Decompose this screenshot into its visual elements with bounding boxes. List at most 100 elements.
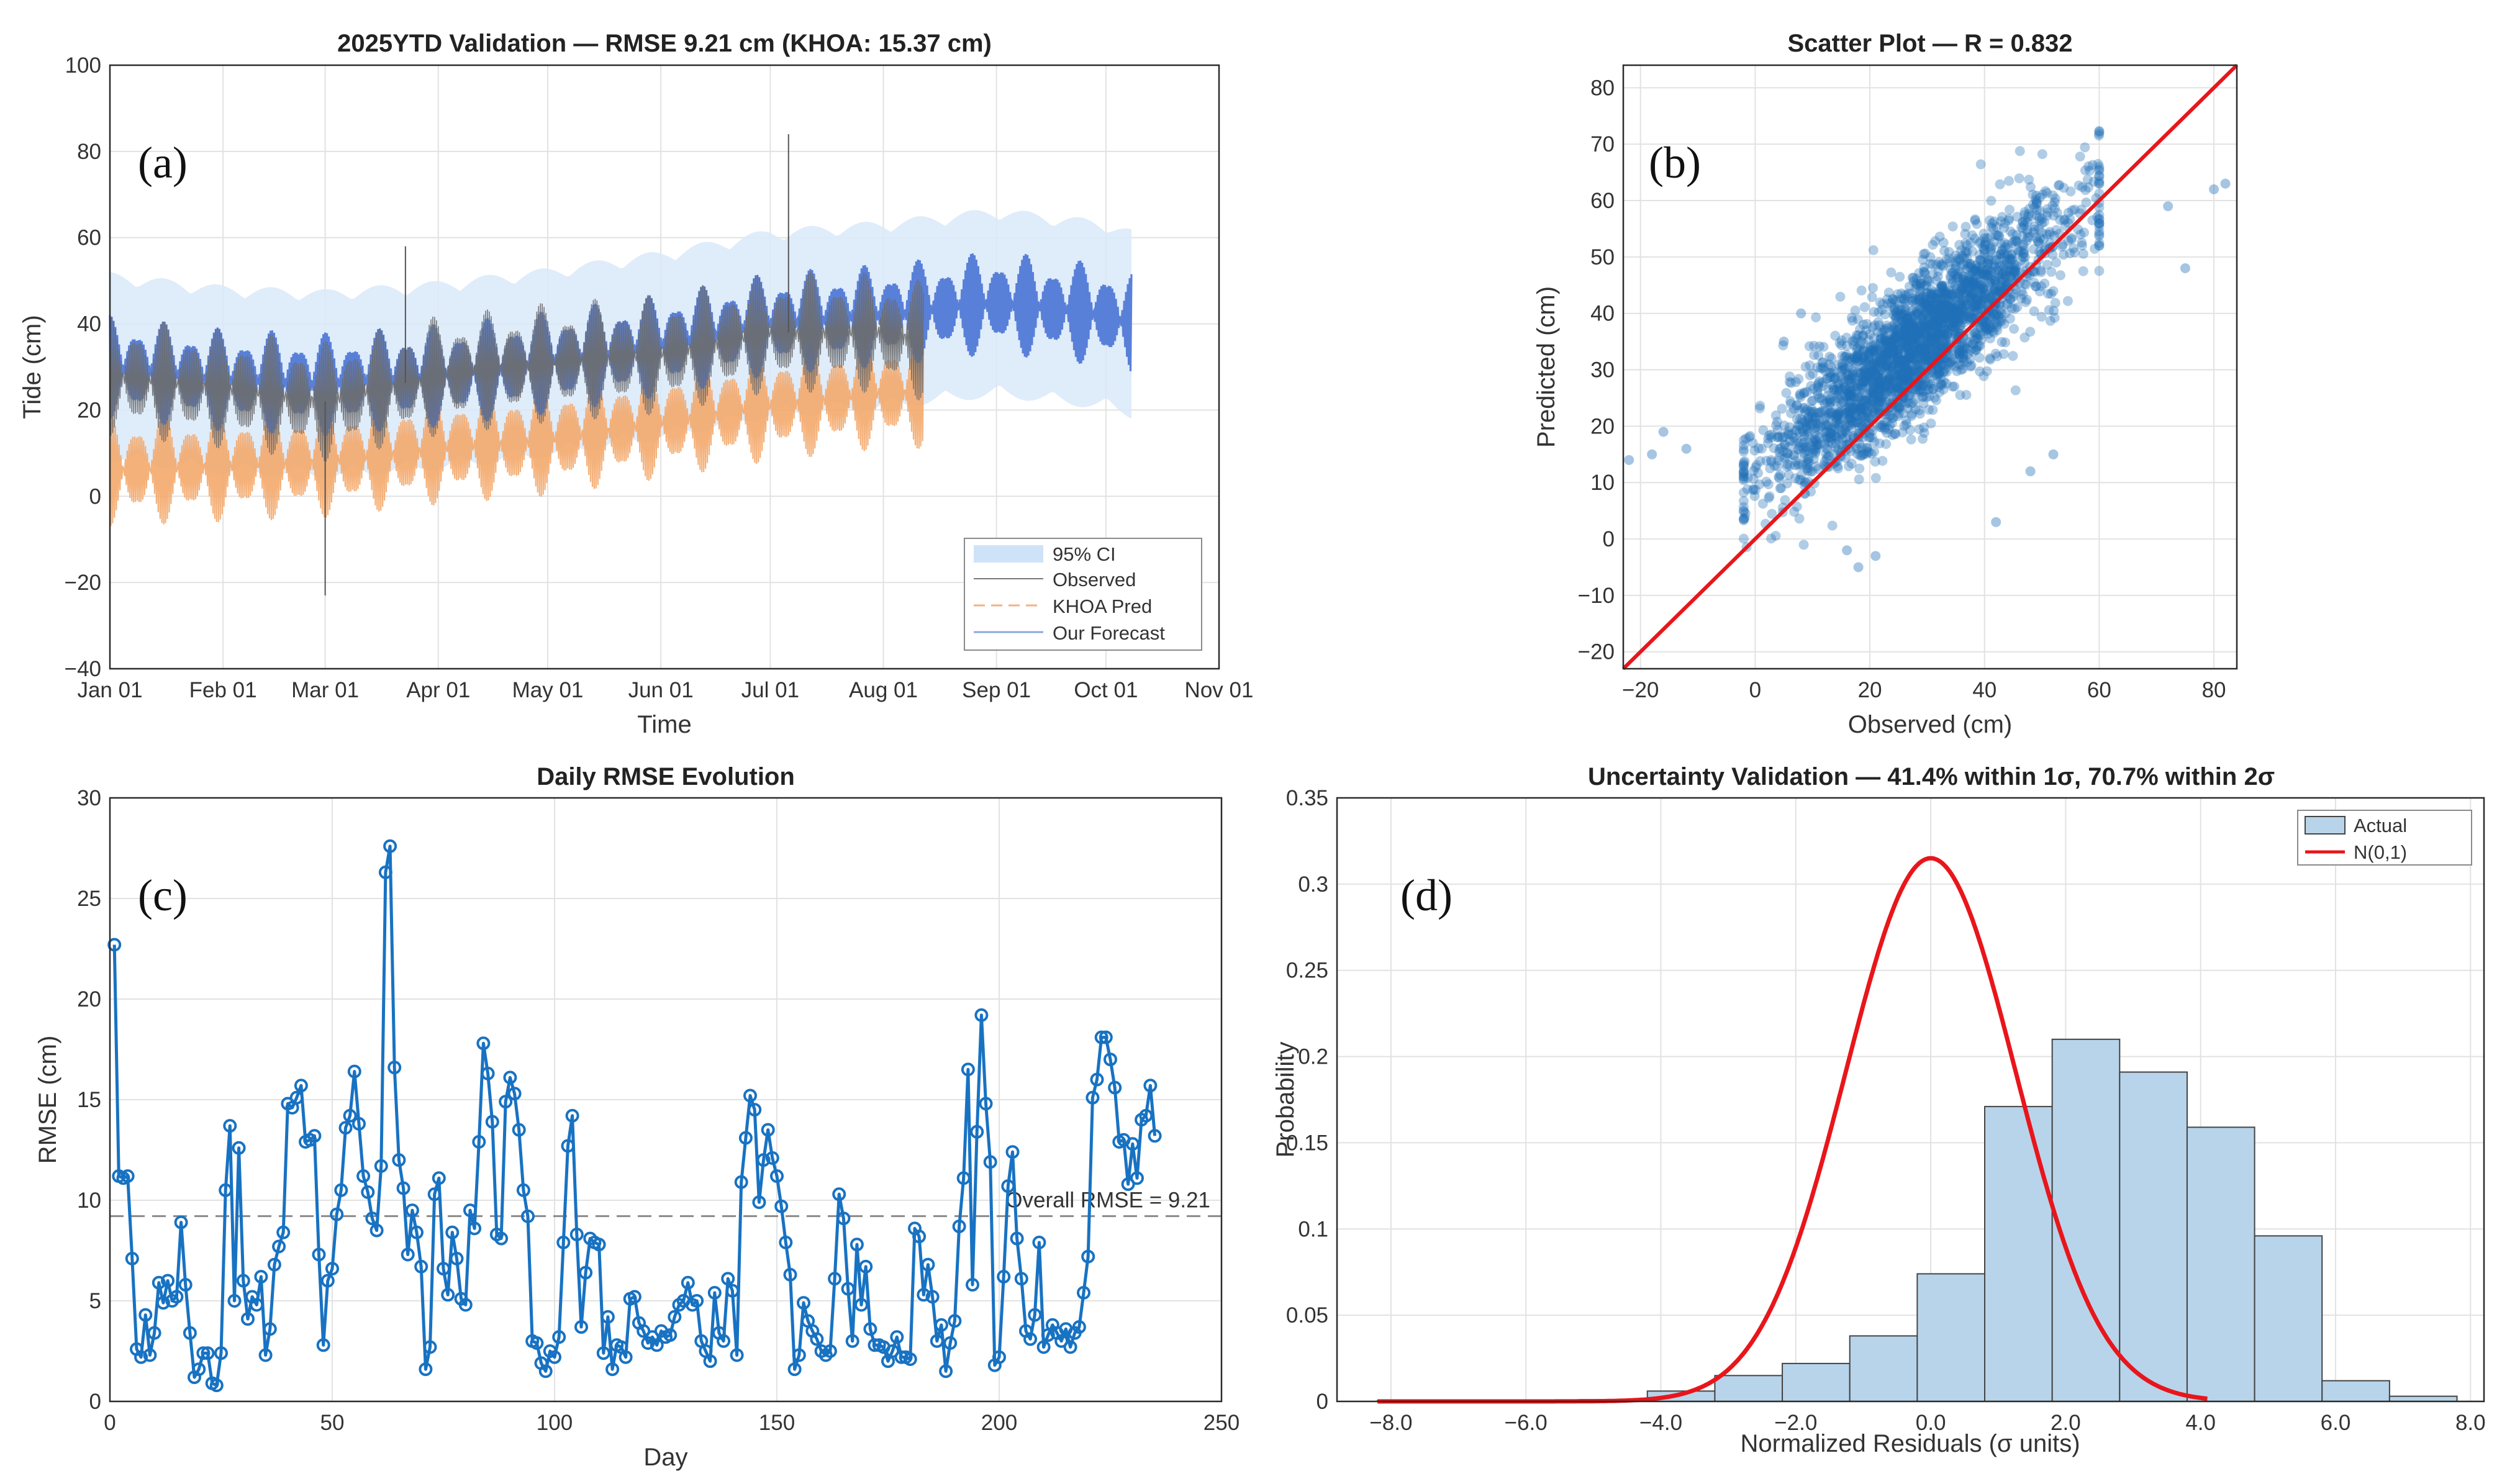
panel-b-point [1744, 432, 1754, 443]
panel-b-xtick-1: 0 [1749, 678, 1761, 702]
panel-b-point [1908, 349, 1919, 360]
panel-b-point [1777, 432, 1788, 443]
panel-c-rmse-marker [125, 1252, 139, 1265]
panel-b-point [1982, 317, 1992, 327]
panel-b-point [2022, 217, 2033, 228]
panel-b-point [1874, 320, 1884, 330]
panel-b-point [1985, 321, 1995, 332]
panel-c-xlabel: Day [643, 1444, 687, 1471]
panel-b-point [2011, 261, 2021, 271]
panel-b-point [1974, 281, 1985, 291]
panel-a-xtick-3: Apr 01 [406, 678, 470, 702]
panel-b-point [2080, 165, 2090, 176]
panel-b-point [1983, 258, 1993, 269]
panel-b-point [1906, 399, 1916, 409]
panel-b-point [1919, 299, 1929, 310]
panel-b-point [1865, 432, 1875, 443]
panel-b-point [1897, 397, 1908, 407]
panel-b-point [1857, 410, 1868, 420]
panel-b-point [1991, 287, 2001, 297]
panel-b-point [1873, 345, 1883, 356]
panel-b-point [1876, 384, 1887, 394]
panel-c-rmse-marker [734, 1175, 748, 1189]
panel-b-point [1928, 290, 1939, 300]
panel-b-point [1919, 351, 1929, 361]
panel-b-point [1841, 332, 1852, 343]
panel-b-point [1891, 296, 1901, 307]
panel-b-point [2018, 217, 2028, 228]
panel-b-point [1980, 322, 1990, 333]
panel-b-point [1929, 315, 1939, 325]
panel-b-point [1893, 401, 1904, 412]
panel-b-point [1970, 302, 1981, 312]
panel-c-rmse-marker [1086, 1090, 1100, 1105]
panel-b-point [2000, 308, 2011, 319]
panel-b-point [1939, 338, 1949, 349]
panel-d-ytick-7: 0.35 [1286, 786, 1328, 810]
panel-b-point [1980, 239, 1990, 250]
panel-b-point [1888, 354, 1898, 364]
panel-b-point [1852, 443, 1863, 453]
panel-b-point [1941, 337, 1951, 348]
panel-b-point [1946, 311, 1956, 322]
panel-b-point [1963, 261, 1974, 272]
panel-b-point [1872, 377, 1883, 387]
panel-b-point [1851, 417, 1862, 428]
panel-b-point [2029, 221, 2040, 232]
panel-b-point [1854, 392, 1864, 402]
panel-b-point [1908, 276, 1919, 287]
panel-b-point [1908, 397, 1918, 408]
panel-b-point [1977, 284, 1988, 294]
panel-b-point [1786, 378, 1797, 388]
panel-b-point [1956, 305, 1967, 315]
panel-b-point [1890, 336, 1900, 346]
panel-b-point [1900, 304, 1910, 314]
panel-b-point [2008, 228, 2018, 239]
panel-b-point [1857, 412, 1867, 422]
panel-b-point [1961, 390, 1972, 400]
panel-b-point [1955, 267, 1965, 278]
panel-b-point [1807, 445, 1818, 455]
panel-b-point [1879, 361, 1889, 371]
panel-b-point [1886, 366, 1897, 377]
panel-b-point [1944, 313, 1955, 323]
panel-b-point [1852, 407, 1862, 417]
panel-b-point [1991, 255, 2001, 266]
panel-b-point [1738, 514, 1749, 525]
panel-c-rmse-marker [596, 1346, 610, 1360]
panel-b-point [1897, 337, 1908, 348]
panel-b-point [1888, 310, 1899, 320]
panel-b-point [1903, 375, 1914, 386]
panel-b-point [1753, 468, 1763, 478]
panel-b-point [1907, 311, 1918, 322]
panel-b-point [1830, 418, 1841, 428]
panel-b-point [1846, 405, 1857, 416]
panel-c-rmse-marker [432, 1171, 446, 1185]
panel-b-point [1939, 325, 1950, 335]
panel-b-point [1924, 391, 1935, 402]
panel-b-point [1905, 347, 1915, 358]
panel-b-point [1915, 327, 1925, 337]
panel-b-point [1900, 307, 1911, 317]
panel-b-point [1910, 294, 1921, 305]
panel-b-point [1941, 299, 1951, 310]
panel-b-point [1875, 392, 1885, 402]
panel-b-point [1937, 259, 1947, 269]
panel-b-point [1867, 358, 1878, 368]
panel-b-point [1875, 346, 1885, 357]
panel-b-point [1856, 404, 1867, 415]
panel-b-point [1938, 289, 1949, 299]
panel-b-point [1957, 353, 1968, 363]
panel-b-point [1957, 303, 1968, 314]
panel-b-point [1821, 448, 1831, 459]
panel-b-point [1842, 341, 1852, 351]
panel-b-point [2009, 260, 2019, 270]
panel-b-point [1826, 353, 1837, 364]
panel-b-point [1827, 438, 1838, 448]
panel-b-point [1808, 447, 1818, 458]
panel-b-point [1893, 369, 1904, 379]
panel-b-point [1986, 323, 1996, 333]
panel-b-point [2005, 314, 2015, 324]
panel-b-point [1936, 317, 1947, 328]
panel-b-point [1870, 342, 1881, 353]
